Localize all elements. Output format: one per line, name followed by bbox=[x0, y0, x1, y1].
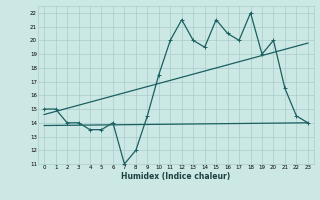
X-axis label: Humidex (Indice chaleur): Humidex (Indice chaleur) bbox=[121, 172, 231, 181]
